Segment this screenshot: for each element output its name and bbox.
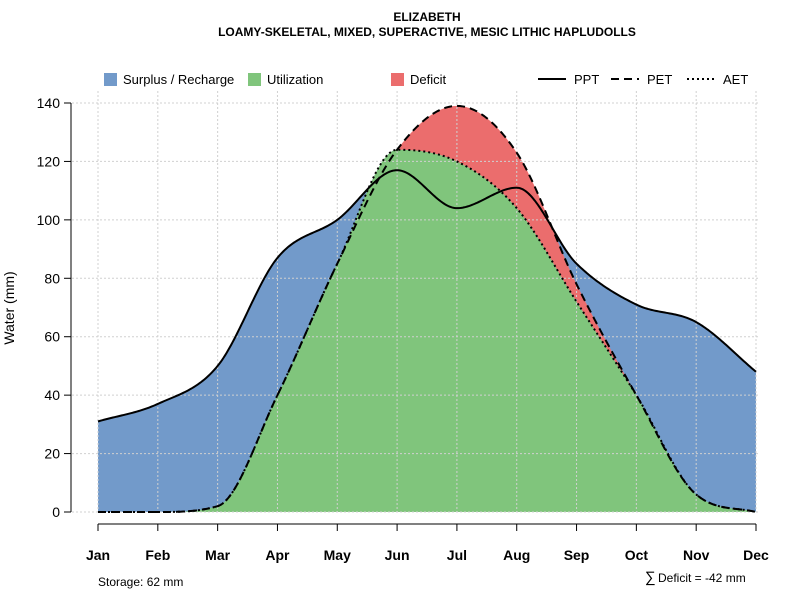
legend-swatch (391, 73, 404, 86)
x-tick-label: Mar (205, 547, 230, 563)
utilization-area (98, 149, 756, 513)
x-tick-label: Oct (625, 547, 649, 563)
legend-label: Surplus / Recharge (123, 72, 234, 87)
x-tick-label: Aug (503, 547, 530, 563)
x-tick-label: Apr (265, 547, 290, 563)
legend-swatch (248, 73, 261, 86)
y-tick-label: 80 (44, 270, 60, 286)
y-tick-label: 0 (52, 504, 60, 520)
sigma-icon: ∑ (645, 569, 656, 586)
chart-subtitle: LOAMY-SKELETAL, MIXED, SUPERACTIVE, MESI… (218, 25, 636, 39)
pet-line (98, 104, 757, 513)
x-tick-label: Sep (564, 547, 590, 563)
x-tick-label: Nov (683, 547, 710, 563)
legend-label: PPT (574, 72, 599, 87)
y-tick-label: 20 (44, 446, 60, 462)
chart-title: ELIZABETH (393, 10, 460, 24)
y-tick-label: 40 (44, 387, 60, 403)
legend: Surplus / Recharge Utilization Deficit PPT P… (104, 72, 748, 87)
x-tick-label: Jul (447, 547, 467, 563)
legend-label: PET (647, 72, 672, 87)
x-tick-label: Jan (86, 547, 110, 563)
x-tick-label: May (324, 547, 351, 563)
x-tick-label: Feb (145, 547, 170, 563)
x-tick-label: Jun (385, 547, 410, 563)
x-tick-label: Dec (743, 547, 769, 563)
deficit-annotation: Deficit = -42 mm (658, 571, 746, 585)
ppt-line (97, 169, 757, 423)
y-axis-label: Water (mm) (1, 271, 17, 344)
legend-label: AET (723, 72, 748, 87)
y-tick-label: 100 (37, 212, 61, 228)
axes: 0 20 40 60 80 100 120 140 Jan Feb Mar Apr May Jun Jul A… (37, 95, 769, 563)
series-lines (97, 104, 757, 513)
y-tick-label: 140 (37, 95, 61, 111)
y-tick-label: 60 (44, 329, 60, 345)
legend-label: Utilization (267, 72, 323, 87)
y-tick-label: 120 (37, 153, 61, 169)
legend-label: Deficit (410, 72, 447, 87)
legend-swatch (104, 73, 117, 86)
storage-annotation: Storage: 62 mm (98, 575, 183, 589)
area-layer (98, 105, 756, 513)
